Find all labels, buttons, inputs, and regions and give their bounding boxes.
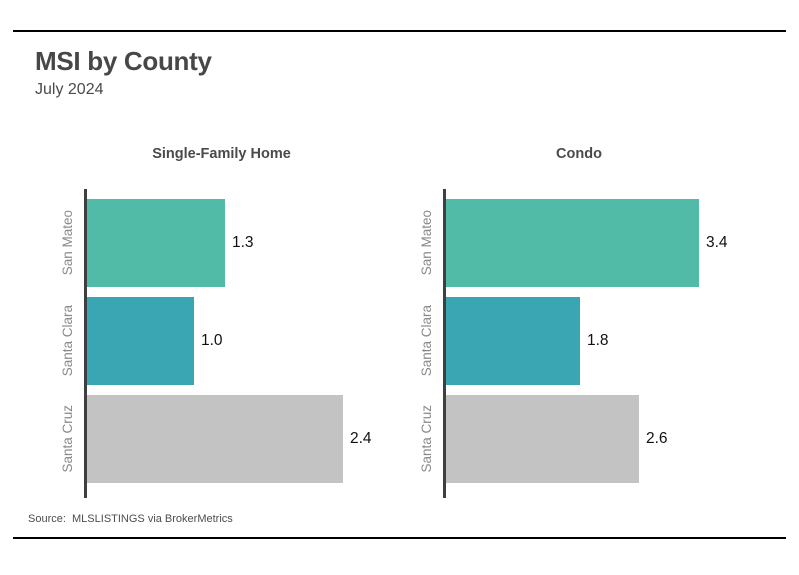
bar-santa-cruz [446,395,639,483]
category-label-text: Santa Cruz [59,405,75,473]
category-axis-labels: San Mateo Santa Clara Santa Cruz [409,189,443,498]
category-label-text: San Mateo [418,210,434,276]
bar-san-mateo [446,199,699,287]
bar-row-santa-cruz: 2.4 [87,395,372,483]
category-label-santa-clara: Santa Clara [50,297,84,385]
value-label-santa-cruz: 2.6 [646,430,668,447]
plot-area: 1.3 1.0 2.4 [84,189,372,498]
category-label-text: Santa Clara [59,305,75,377]
bar-san-mateo [87,199,225,287]
value-label-santa-clara: 1.0 [201,332,223,349]
plot-area: 3.4 1.8 2.6 [443,189,728,498]
value-label-san-mateo: 3.4 [706,234,728,251]
bar-row-santa-clara: 1.8 [446,297,715,385]
bar-row-san-mateo: 3.4 [446,199,728,287]
chart-single-family-home: Single-Family Home San Mateo Santa Clara S… [50,140,372,498]
bar-santa-clara [446,297,580,385]
category-label-santa-cruz: Santa Cruz [409,395,443,483]
category-label-text: Santa Clara [418,305,434,377]
value-label-san-mateo: 1.3 [232,234,254,251]
category-axis-labels: San Mateo Santa Clara Santa Cruz [50,189,84,498]
category-label-san-mateo: San Mateo [50,199,84,287]
top-rule [13,30,786,32]
page-title: MSI by County [35,46,212,76]
category-label-santa-cruz: Santa Cruz [50,395,84,483]
category-label-text: San Mateo [59,210,75,276]
bar-santa-cruz [87,395,343,483]
bar-santa-clara [87,297,194,385]
bar-row-santa-clara: 1.0 [87,297,359,385]
bottom-rule [13,537,786,539]
page-subtitle: July 2024 [35,81,104,98]
chart-title-single-family-home: Single-Family Home [152,146,291,162]
category-label-san-mateo: San Mateo [409,199,443,287]
category-label-santa-clara: Santa Clara [409,297,443,385]
category-label-text: Santa Cruz [418,405,434,473]
bar-row-san-mateo: 1.3 [87,199,359,287]
chart-condo: Condo San Mateo Santa Clara Santa Cruz 3.4… [409,140,728,498]
source-note: Source: MLSLISTINGS via BrokerMetrics [28,513,233,525]
value-label-santa-cruz: 2.4 [350,430,372,447]
value-label-santa-clara: 1.8 [587,332,609,349]
chart-title-condo: Condo [556,146,602,162]
bar-row-santa-cruz: 2.6 [446,395,715,483]
